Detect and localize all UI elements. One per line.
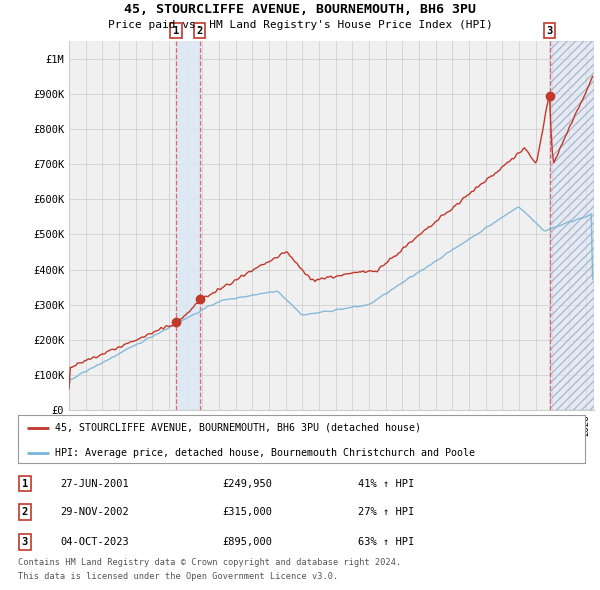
Bar	[550, 41, 594, 410]
Text: 45, STOURCLIFFE AVENUE, BOURNEMOUTH, BH6 3PU: 45, STOURCLIFFE AVENUE, BOURNEMOUTH, BH6…	[124, 3, 476, 16]
Text: Price paid vs. HM Land Registry's House Price Index (HPI): Price paid vs. HM Land Registry's House …	[107, 20, 493, 30]
Text: 41% ↑ HPI: 41% ↑ HPI	[358, 478, 415, 489]
Text: 1: 1	[22, 478, 28, 489]
Text: 29-NOV-2002: 29-NOV-2002	[61, 507, 129, 517]
Text: 3: 3	[22, 537, 28, 547]
Text: This data is licensed under the Open Government Licence v3.0.: This data is licensed under the Open Gov…	[18, 572, 338, 581]
Text: Contains HM Land Registry data © Crown copyright and database right 2024.: Contains HM Land Registry data © Crown c…	[18, 558, 401, 566]
Text: 27-JUN-2001: 27-JUN-2001	[61, 478, 129, 489]
Text: 27% ↑ HPI: 27% ↑ HPI	[358, 507, 415, 517]
Text: 63% ↑ HPI: 63% ↑ HPI	[358, 537, 415, 547]
Text: HPI: Average price, detached house, Bournemouth Christchurch and Poole: HPI: Average price, detached house, Bour…	[55, 447, 475, 457]
Bar	[176, 41, 200, 410]
Text: 1: 1	[173, 26, 179, 36]
Text: 45, STOURCLIFFE AVENUE, BOURNEMOUTH, BH6 3PU (detached house): 45, STOURCLIFFE AVENUE, BOURNEMOUTH, BH6…	[55, 423, 421, 433]
Text: 2: 2	[22, 507, 28, 517]
Text: 3: 3	[547, 26, 553, 36]
Text: £249,950: £249,950	[222, 478, 272, 489]
Text: £315,000: £315,000	[222, 507, 272, 517]
Bar	[550, 41, 594, 410]
Text: £895,000: £895,000	[222, 537, 272, 547]
Text: 04-OCT-2023: 04-OCT-2023	[61, 537, 129, 547]
Text: 2: 2	[196, 26, 203, 36]
